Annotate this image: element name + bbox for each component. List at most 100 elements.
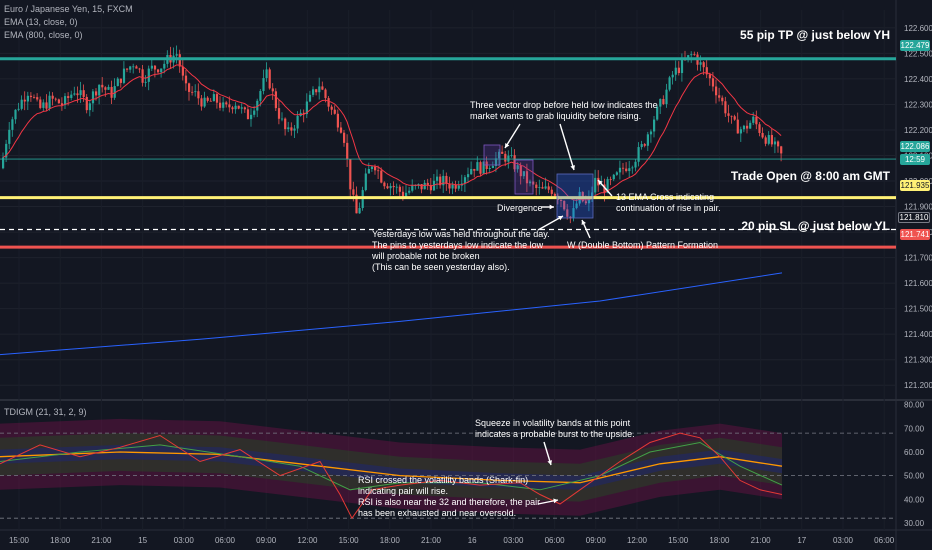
- candle-body: [370, 166, 374, 170]
- candle-body: [541, 187, 544, 189]
- candle-body: [417, 184, 420, 186]
- candle-body: [73, 93, 76, 95]
- candle-body: [284, 118, 287, 130]
- candle-body: [411, 185, 414, 191]
- candle-body: [736, 119, 739, 134]
- candle-body: [287, 127, 290, 130]
- arrow-vector-1: [504, 123, 521, 149]
- candle-body: [405, 192, 408, 197]
- candle-body: [259, 91, 262, 101]
- w-pattern-note: W (Double Bottom) Pattern Formation: [567, 240, 719, 250]
- volatility-band-outer: [0, 418, 782, 516]
- candle-body: [646, 134, 649, 146]
- time-tick-label: 09:00: [586, 536, 607, 545]
- candle-body: [349, 159, 352, 190]
- candle-body: [14, 109, 17, 120]
- time-tick-label: 03:00: [833, 536, 854, 545]
- ema800-legend[interactable]: EMA (800, close, 0): [4, 30, 83, 40]
- candle-body: [33, 96, 36, 98]
- ema13-legend[interactable]: EMA (13, close, 0): [4, 17, 78, 27]
- candle-body: [690, 54, 693, 56]
- candle-body: [119, 78, 122, 83]
- candle-body: [708, 74, 711, 79]
- candle-body: [488, 167, 491, 169]
- candle-body: [104, 87, 107, 90]
- candle-body: [544, 186, 547, 189]
- candle-body: [290, 127, 293, 131]
- candle-body: [312, 89, 315, 95]
- candle-body: [392, 185, 395, 188]
- candle-body: [637, 147, 640, 162]
- candle-body: [26, 95, 29, 102]
- tdigm-legend[interactable]: TDIGM (21, 31, 2, 9): [4, 407, 87, 417]
- candle-body: [727, 113, 730, 116]
- candle-body: [318, 86, 321, 93]
- candle-body: [160, 68, 163, 73]
- price-tick-label: 122.200: [904, 126, 932, 135]
- candle-body: [513, 155, 516, 170]
- current-price-tag: 122.086: [900, 141, 930, 152]
- arrow-divergence-head: [549, 204, 554, 210]
- tdi-signal-line: [0, 441, 783, 491]
- rsi-note: RSI crossed the volatility bands (Shark-…: [358, 475, 541, 518]
- candle-body: [504, 153, 507, 162]
- candle-body: [525, 171, 529, 184]
- time-tick-label: 16: [468, 536, 477, 545]
- candle-body: [780, 146, 783, 154]
- candle-body: [758, 124, 761, 133]
- time-tick-label: 18:00: [709, 536, 730, 545]
- candle-body: [215, 94, 219, 103]
- candle-body: [677, 67, 680, 74]
- candle-body: [479, 162, 482, 174]
- candle-body: [755, 116, 758, 125]
- candle-body: [656, 106, 659, 120]
- candle-body: [144, 81, 147, 83]
- time-tick-label: 09:00: [256, 536, 277, 545]
- candle-body: [333, 109, 336, 114]
- candle-body: [671, 74, 674, 78]
- candle-body: [274, 91, 277, 109]
- yesterday-low-note: Yesterdays low was held throughout the d…: [372, 229, 550, 272]
- candle-body: [191, 91, 194, 93]
- candle-body: [401, 191, 405, 197]
- candle-body: [175, 54, 178, 56]
- candle-body: [178, 54, 181, 67]
- arrow-yesterday-low-head: [558, 216, 563, 221]
- candle-body: [268, 69, 271, 89]
- open-price-tag: 121.935: [900, 180, 930, 191]
- candle-body: [609, 179, 612, 180]
- candle-body: [448, 183, 451, 189]
- candle-body: [649, 131, 653, 135]
- candle-body: [36, 97, 39, 100]
- candle-body: [82, 90, 85, 97]
- arrow-rsi-head: [553, 498, 558, 504]
- price-tick-label: 122.600: [904, 24, 932, 33]
- candle-body: [110, 86, 113, 98]
- candle-body: [101, 84, 104, 88]
- candle-body: [516, 165, 519, 170]
- candle-body: [767, 135, 770, 144]
- candle-body: [389, 185, 392, 189]
- candle-body: [265, 69, 268, 79]
- time-tick-label: 17: [797, 536, 806, 545]
- candle-body: [668, 77, 671, 90]
- candle-body: [88, 103, 91, 111]
- candle-body: [194, 91, 197, 93]
- candle-body: [163, 63, 166, 69]
- candle-body: [584, 201, 587, 204]
- candle-body: [209, 100, 212, 102]
- candle-body: [612, 174, 615, 180]
- candle-body: [482, 161, 485, 174]
- candle-body: [184, 75, 188, 84]
- time-tick-label: 12:00: [627, 536, 648, 545]
- candle-body: [510, 155, 513, 156]
- candle-body: [522, 171, 525, 177]
- time-tick-label: 15: [138, 536, 147, 545]
- candle-body: [122, 68, 126, 83]
- candle-body: [51, 95, 54, 99]
- candle-body: [76, 93, 79, 96]
- candle-body: [246, 109, 250, 120]
- pane-separator: [0, 399, 932, 401]
- candle-body: [157, 69, 160, 73]
